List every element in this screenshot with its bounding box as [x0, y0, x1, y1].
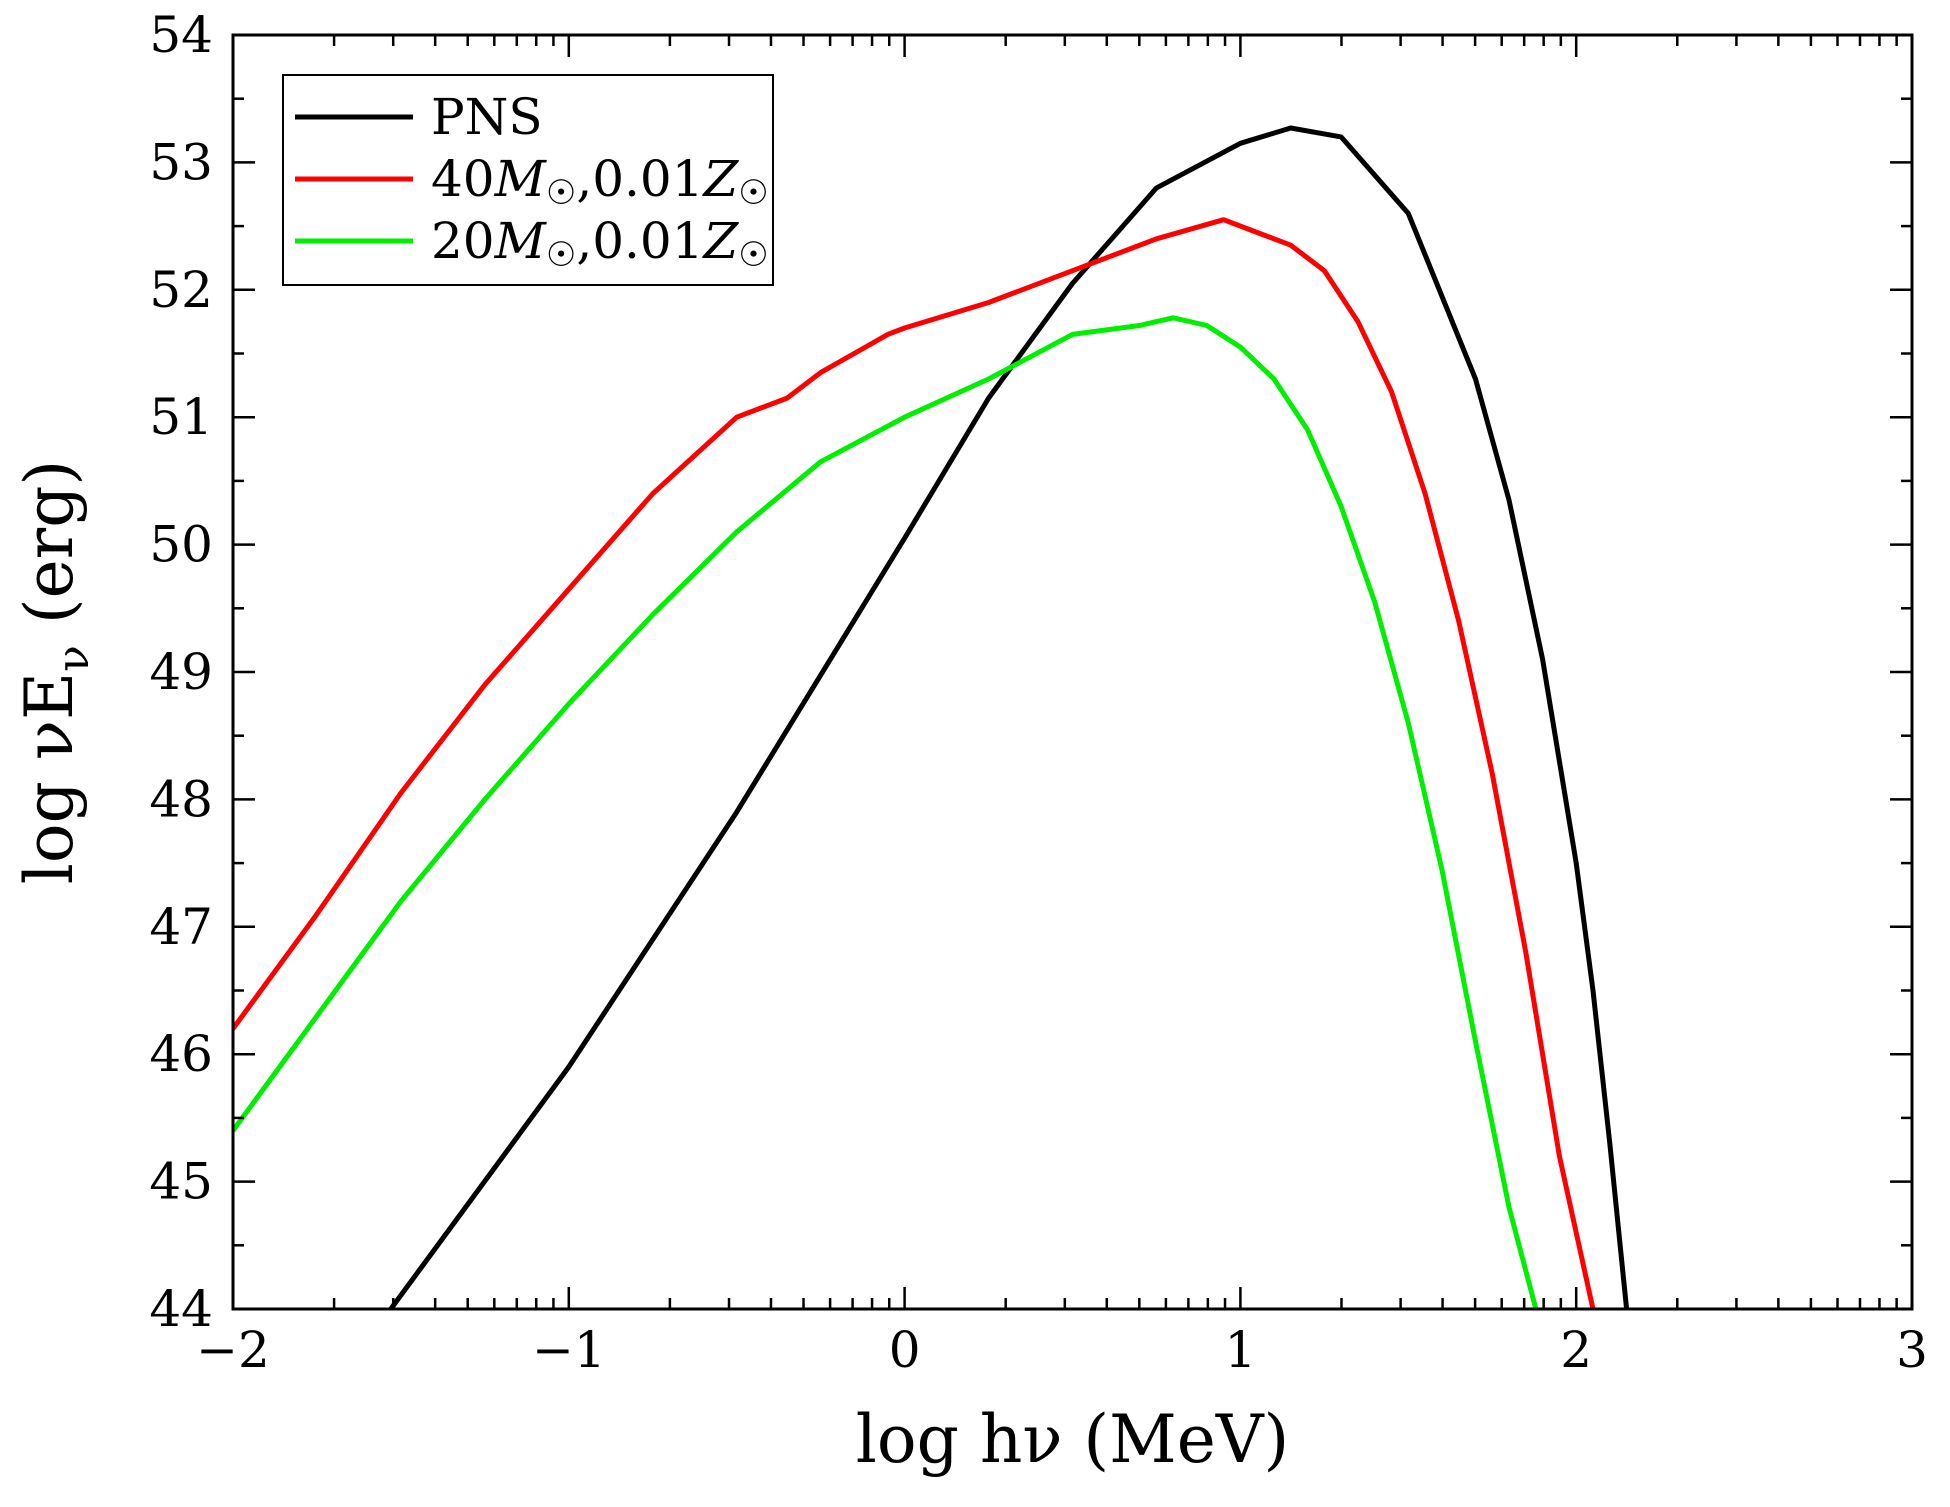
y-tick-label: 46 [149, 1025, 213, 1083]
y-tick-label: 53 [149, 133, 213, 191]
series-group [233, 125, 1630, 1309]
legend-label-1: PNS [431, 88, 543, 146]
series-line-2 [233, 217, 1596, 1309]
y-tick-label: 44 [149, 1280, 213, 1338]
y-tick-label: 49 [149, 643, 213, 701]
y-axis-label-unit: (erg) [11, 460, 88, 645]
y-tick-label: 52 [149, 261, 213, 319]
y-tick-label: 47 [149, 898, 213, 956]
y-axis-label-subscript: ν [48, 645, 99, 672]
series-line-1 [388, 125, 1630, 1309]
y-axis-label-main: log νE [11, 672, 88, 884]
x-tick-label: 2 [1560, 1321, 1592, 1379]
x-tick-label: −2 [196, 1321, 270, 1379]
x-axis-label: log hν (MeV) [856, 1401, 1289, 1478]
x-tick-label: 0 [889, 1321, 921, 1379]
y-tick-label: 51 [149, 388, 213, 446]
x-tick-label: 3 [1896, 1321, 1928, 1379]
legend-label-3: 20M☉,0.01Z☉ [431, 212, 769, 275]
legend-label-2: 40M☉,0.01Z☉ [431, 150, 769, 213]
y-tick-label: 48 [149, 770, 213, 828]
x-tick-label: −1 [532, 1321, 606, 1379]
y-tick-label: 54 [149, 6, 213, 64]
x-tick-label: 1 [1224, 1321, 1256, 1379]
y-tick-label: 50 [149, 516, 213, 574]
y-tick-label: 45 [149, 1153, 213, 1211]
y-axis-label: log νEν (erg) [11, 460, 99, 884]
series-line-3 [233, 315, 1539, 1309]
tick-label-group: −2 −1 0 1 2 3 44 45 46 47 48 49 50 51 52 53 54 [149, 6, 1928, 1379]
tick-group [231, 33, 1914, 1311]
